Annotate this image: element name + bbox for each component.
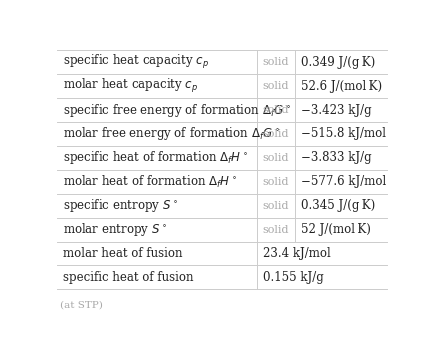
Text: 0.349 J/(g K): 0.349 J/(g K) bbox=[301, 56, 375, 69]
Text: molar heat of formation $\Delta_f H^\circ$: molar heat of formation $\Delta_f H^\cir… bbox=[63, 174, 237, 190]
Text: (at STP): (at STP) bbox=[60, 300, 103, 309]
Text: −3.833 kJ/g: −3.833 kJ/g bbox=[301, 151, 371, 164]
Text: specific heat of fusion: specific heat of fusion bbox=[63, 271, 194, 284]
Text: specific heat of formation $\Delta_f H^\circ$: specific heat of formation $\Delta_f H^\… bbox=[63, 149, 248, 166]
Text: specific entropy $S^\circ$: specific entropy $S^\circ$ bbox=[63, 197, 178, 214]
Text: molar heat capacity $c_p$: molar heat capacity $c_p$ bbox=[63, 77, 198, 95]
Text: molar free energy of formation $\Delta_f G^\circ$: molar free energy of formation $\Delta_f… bbox=[63, 125, 280, 143]
Text: molar entropy $S^\circ$: molar entropy $S^\circ$ bbox=[63, 221, 167, 238]
Text: solid: solid bbox=[262, 177, 289, 187]
Text: 0.155 kJ/g: 0.155 kJ/g bbox=[263, 271, 323, 284]
Text: solid: solid bbox=[262, 105, 289, 115]
Text: −515.8 kJ/mol: −515.8 kJ/mol bbox=[301, 127, 386, 140]
Text: −3.423 kJ/g: −3.423 kJ/g bbox=[301, 104, 371, 117]
Text: 52 J/(mol K): 52 J/(mol K) bbox=[301, 223, 371, 236]
Text: molar heat of fusion: molar heat of fusion bbox=[63, 247, 182, 260]
Text: specific free energy of formation $\Delta_f G^\circ$: specific free energy of formation $\Delt… bbox=[63, 101, 291, 118]
Text: specific heat capacity $c_p$: specific heat capacity $c_p$ bbox=[63, 53, 209, 71]
Text: solid: solid bbox=[262, 153, 289, 163]
Text: −577.6 kJ/mol: −577.6 kJ/mol bbox=[301, 175, 386, 188]
Text: solid: solid bbox=[262, 57, 289, 67]
Text: 52.6 J/(mol K): 52.6 J/(mol K) bbox=[301, 80, 382, 93]
Text: solid: solid bbox=[262, 225, 289, 235]
Text: solid: solid bbox=[262, 81, 289, 91]
Text: solid: solid bbox=[262, 201, 289, 211]
Text: 0.345 J/(g K): 0.345 J/(g K) bbox=[301, 199, 375, 212]
Text: solid: solid bbox=[262, 129, 289, 139]
Text: 23.4 kJ/mol: 23.4 kJ/mol bbox=[263, 247, 330, 260]
